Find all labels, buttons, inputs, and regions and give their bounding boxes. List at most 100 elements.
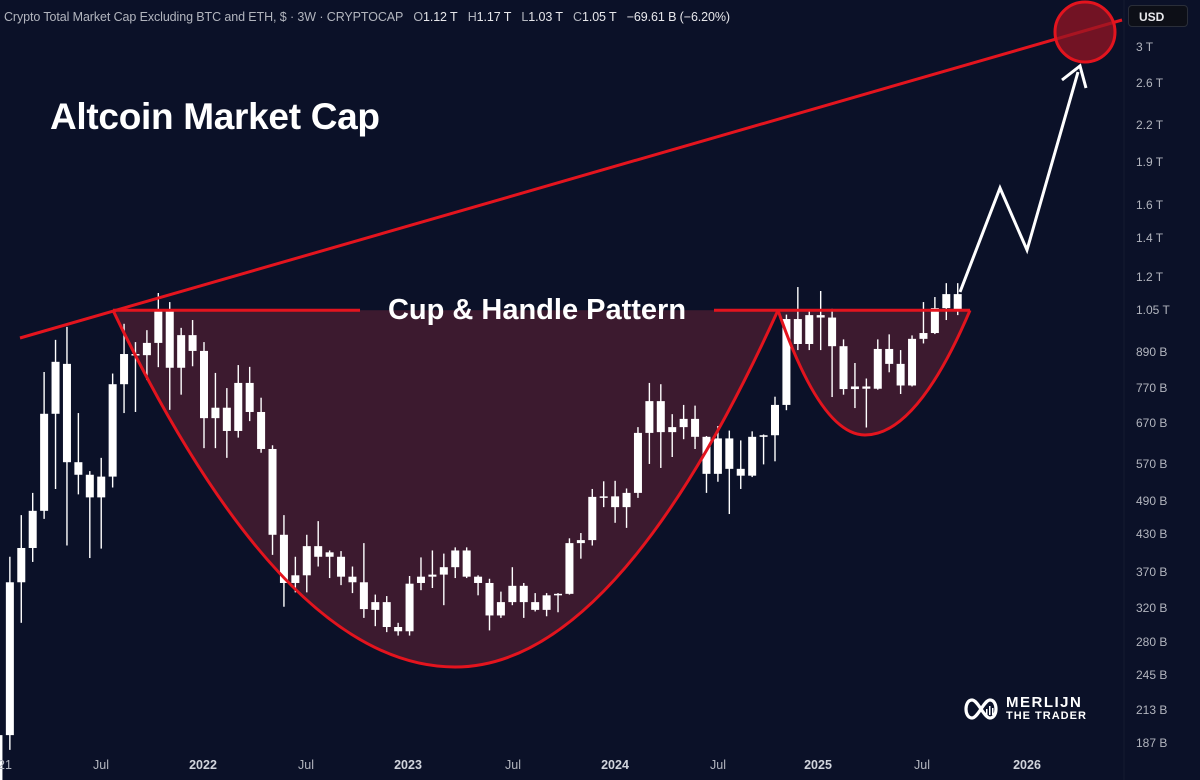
candle-body [348, 576, 357, 583]
candle-body [930, 308, 939, 334]
candle-body [268, 448, 277, 535]
y-tick-label: 1.6 T [1136, 197, 1164, 212]
candle-body [51, 361, 60, 414]
target-circle [1053, 0, 1117, 64]
candle-body [611, 496, 620, 508]
candle-body [873, 348, 882, 389]
change-value: −69.61 B (−6.20%) [626, 10, 730, 24]
candle-body [702, 436, 711, 474]
arrow-head-icon [1061, 63, 1088, 89]
candle-body [177, 335, 186, 368]
x-tick-label: 2022 [189, 758, 217, 772]
candle-body [211, 407, 220, 419]
candle-body [953, 294, 962, 311]
candle-body [382, 602, 391, 628]
candle-body [416, 576, 425, 583]
high-label: H [467, 10, 477, 24]
y-tick-label: 770 B [1136, 381, 1168, 396]
candle-body [142, 342, 151, 356]
candle-body [62, 363, 71, 463]
low-value: 1.03 T [528, 10, 563, 24]
x-tick-label: 2026 [1013, 758, 1041, 772]
candle-body [542, 595, 551, 610]
y-tick-label: 1.05 T [1136, 303, 1170, 318]
candle-body [508, 585, 517, 603]
candle-body [793, 319, 802, 344]
logo-line2: THE TRADER [1006, 710, 1087, 722]
interval[interactable]: 3W [297, 10, 316, 24]
candle-body [599, 496, 608, 498]
candle-body [0, 735, 3, 780]
x-tick-label: Jul [914, 758, 930, 772]
candle-body [713, 438, 722, 474]
candle-body [302, 546, 311, 576]
candle-body [759, 435, 768, 437]
y-tick-label: 245 B [1136, 668, 1168, 683]
candle-body [165, 310, 174, 368]
candle-body [691, 418, 700, 437]
open-label: O [413, 10, 423, 24]
y-tick-label: 890 B [1136, 344, 1168, 359]
high-value: 1.17 T [476, 10, 512, 24]
close-label: C [573, 10, 582, 24]
candle-body [839, 346, 848, 390]
candle-body [257, 411, 266, 449]
pattern-label: Cup & Handle Pattern [387, 294, 687, 326]
candle-body [771, 404, 779, 436]
candle-body [531, 602, 540, 610]
candle-body [291, 575, 300, 583]
candle-body [485, 582, 494, 616]
candle-body [28, 510, 37, 548]
candle-body [942, 294, 951, 309]
candle-body [222, 407, 231, 431]
candle-body [588, 496, 597, 541]
candle-body [656, 401, 665, 433]
candle-body [154, 310, 163, 343]
candle-body [554, 593, 563, 596]
symbol-header: Crypto Total Market Cap Excluding BTC an… [4, 10, 730, 24]
candle-body [725, 438, 734, 469]
x-tick-label: 2024 [601, 758, 629, 772]
candle-body [679, 418, 688, 428]
candle-body [17, 547, 26, 583]
x-tick-label: Jul [710, 758, 726, 772]
candle-body [908, 338, 917, 386]
candle-body [325, 552, 334, 557]
y-tick-label: 3 T [1136, 40, 1154, 54]
chart-title-annotation: Altcoin Market Cap [50, 96, 380, 137]
candle-body [748, 436, 757, 476]
candle-body [108, 384, 117, 477]
candle-body [474, 576, 483, 583]
cup-fill [113, 310, 778, 667]
candle-body [565, 543, 574, 594]
candle-body [439, 567, 448, 575]
candle-body [919, 333, 928, 339]
candle-body [314, 546, 323, 557]
candle-body [428, 574, 437, 577]
y-tick-label: 1.2 T [1136, 269, 1164, 284]
currency-button[interactable]: USD [1128, 5, 1188, 27]
candle-body [40, 413, 49, 511]
candle-body [896, 363, 905, 386]
candle-body [633, 432, 642, 493]
candle-body [234, 382, 243, 431]
y-tick-label: 370 B [1136, 564, 1168, 579]
y-tick-label: 670 B [1136, 415, 1168, 430]
x-tick-label: Jul [298, 758, 314, 772]
candle-body [668, 427, 677, 433]
close-value: 1.05 T [581, 10, 617, 24]
x-tick-label: 21 [0, 758, 12, 772]
candle-body [405, 583, 414, 632]
y-tick-label: 280 B [1136, 634, 1168, 649]
exchange: CRYPTOCAP [326, 10, 404, 24]
candle-body [451, 550, 460, 568]
logo-line1: MERLIJN [1006, 694, 1083, 711]
candle-body [245, 382, 254, 412]
symbol-name: Crypto Total Market Cap Excluding BTC an… [4, 10, 287, 24]
candle-body [816, 315, 825, 318]
y-tick-label: 490 B [1136, 494, 1168, 509]
candle-body [359, 582, 368, 610]
candle-body [645, 401, 654, 433]
y-tick-label: 1.4 T [1136, 231, 1164, 246]
